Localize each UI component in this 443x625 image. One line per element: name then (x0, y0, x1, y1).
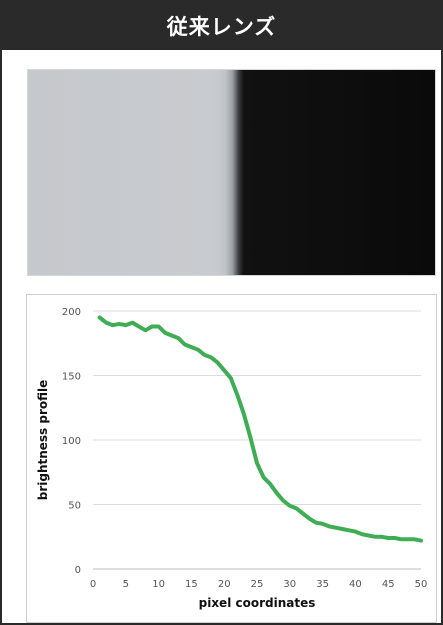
edge-sample-photo (28, 70, 435, 275)
panel-title: 従来レンズ (166, 15, 277, 39)
brightness-series-line (97, 315, 423, 543)
panel-header: 従来レンズ (2, 2, 441, 50)
edge-photo-frame (27, 69, 436, 276)
y-axis-title: brightness profile (36, 380, 50, 501)
x-tick-label: 25 (251, 579, 264, 590)
y-tick-label: 200 (62, 307, 81, 318)
y-tick-label: 150 (62, 372, 81, 383)
brightness-chart: 0 50 100 150 200 0 5 10 15 20 25 30 35 40 45 50 pixel co… (26, 294, 437, 623)
x-tick-label: 15 (185, 579, 198, 590)
x-tick-label: 45 (382, 579, 395, 590)
x-axis-title: pixel coordinates (199, 596, 316, 610)
x-tick-label: 30 (283, 579, 296, 590)
y-tick-label: 0 (75, 565, 81, 576)
x-tick-label: 35 (316, 579, 329, 590)
y-tick-label: 50 (68, 501, 81, 512)
x-tick-label: 10 (152, 579, 165, 590)
x-tick-label: 5 (123, 579, 129, 590)
x-tick-label: 40 (349, 579, 362, 590)
x-tick-label: 0 (90, 579, 96, 590)
y-tick-label: 100 (62, 436, 81, 447)
x-tick-label: 20 (218, 579, 231, 590)
x-tick-label: 50 (415, 579, 428, 590)
chart-svg: 0 50 100 150 200 0 5 10 15 20 25 30 35 40 45 50 pixel co… (36, 307, 428, 610)
